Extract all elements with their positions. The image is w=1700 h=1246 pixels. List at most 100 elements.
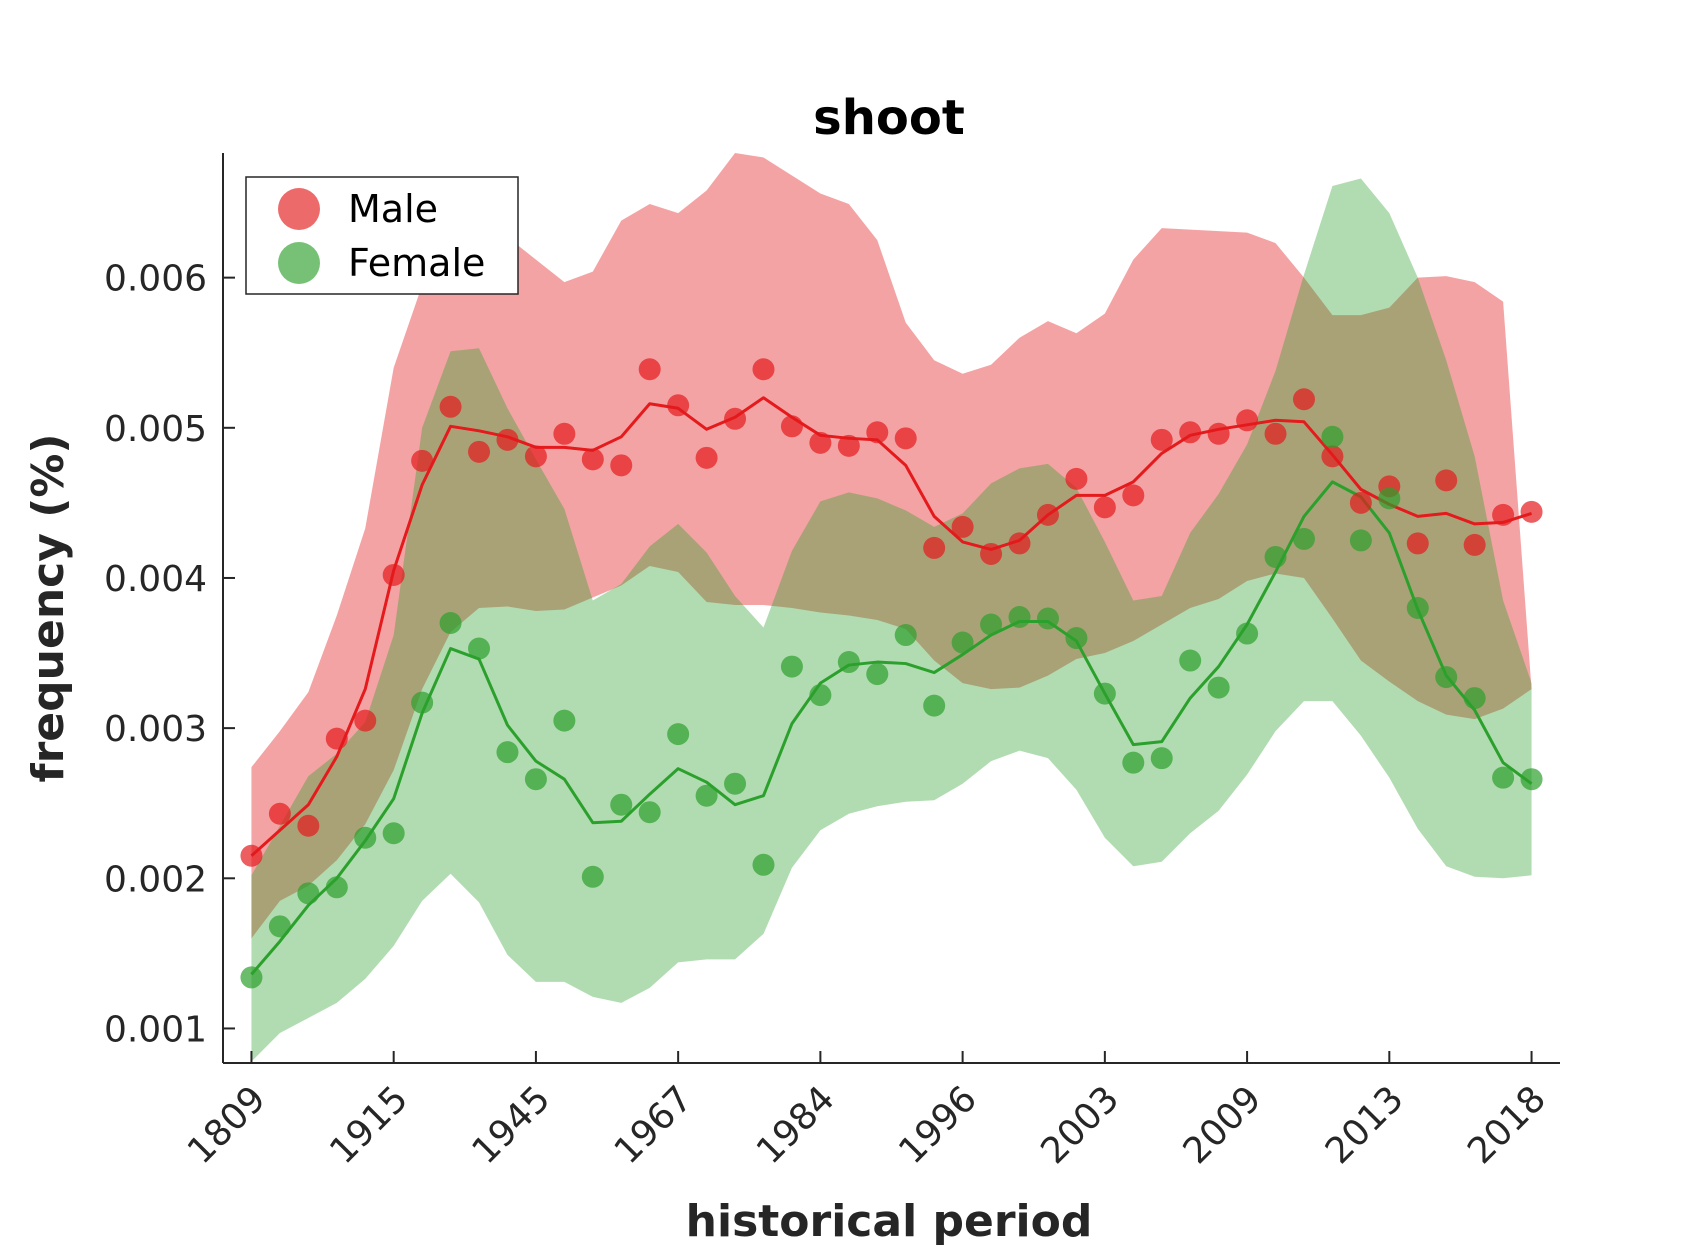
data-point-female: [524, 768, 547, 791]
data-point-female: [1179, 649, 1202, 672]
data-point-male: [1236, 409, 1259, 432]
data-point-male: [780, 415, 803, 438]
data-point-female: [923, 694, 946, 717]
data-point-male: [1207, 422, 1230, 445]
x-axis-ticks: 1809 1915 1945 1967 1984 1996 2003 2009 2013 2018: [180, 1051, 1554, 1172]
data-point-female: [1008, 606, 1031, 629]
data-point-female: [325, 876, 348, 899]
x-tick-label: 2018: [1460, 1078, 1554, 1172]
data-point-female: [610, 793, 633, 816]
data-point-female: [980, 613, 1003, 636]
data-point-male: [866, 421, 889, 444]
y-axis-title: frequency (%): [23, 433, 74, 782]
data-point-male: [524, 445, 547, 468]
data-point-female: [1264, 545, 1287, 568]
data-point-male: [439, 395, 462, 418]
data-point-female: [951, 631, 974, 654]
y-tick-label: 0.002: [104, 859, 207, 900]
data-point-female: [439, 612, 462, 635]
y-axis-ticks: 0.001 0.002 0.003 0.004 0.005 0.006: [104, 259, 235, 1050]
data-point-male: [809, 431, 832, 454]
data-point-male: [1036, 503, 1059, 526]
data-point-female: [638, 801, 661, 824]
data-point-female: [1520, 768, 1543, 791]
data-point-female: [553, 709, 576, 732]
data-point-female: [866, 663, 889, 686]
data-point-male: [752, 358, 775, 381]
data-point-female: [1435, 666, 1458, 689]
data-point-female: [240, 966, 263, 989]
data-point-male: [724, 407, 747, 430]
data-point-female: [1349, 529, 1372, 552]
data-point-male: [667, 394, 690, 417]
y-tick-label: 0.001: [104, 1009, 207, 1050]
data-point-male: [894, 427, 917, 450]
x-tick-label: 1809: [180, 1078, 274, 1172]
data-point-male: [980, 542, 1003, 565]
x-tick-label: 1984: [749, 1078, 843, 1172]
x-tick-label: 2013: [1318, 1078, 1412, 1172]
data-point-male: [695, 446, 718, 469]
data-point-female: [1292, 527, 1315, 550]
data-point-female: [1036, 607, 1059, 630]
data-point-female: [1406, 597, 1429, 619]
data-point-female: [894, 624, 917, 647]
data-point-male: [325, 727, 348, 750]
trend-lines: [250, 396, 1533, 976]
data-point-male: [1321, 445, 1344, 468]
axes: [222, 153, 1560, 1064]
y-tick-label: 0.003: [104, 709, 207, 750]
data-point-male: [923, 536, 946, 559]
data-point-female: [780, 655, 803, 678]
data-point-female: [1093, 682, 1116, 705]
trend-line-female: [250, 480, 1533, 976]
x-axis-title: historical period: [686, 1196, 1093, 1246]
data-point-female: [268, 915, 291, 938]
data-point-female: [1065, 627, 1088, 650]
data-point-male: [1435, 469, 1458, 492]
data-point-male: [1520, 500, 1543, 523]
data-point-male: [1292, 388, 1315, 411]
legend-label-female: Female: [348, 241, 485, 285]
data-point-male: [1122, 484, 1145, 507]
data-point-female: [1463, 687, 1486, 710]
y-tick-label: 0.004: [104, 559, 207, 600]
data-point-male: [411, 449, 434, 472]
data-point-male: [268, 802, 291, 825]
data-point-female: [496, 741, 519, 764]
data-point-female: [411, 691, 434, 714]
data-point-female: [354, 826, 377, 849]
data-point-female: [1122, 751, 1145, 774]
data-point-female: [1150, 747, 1173, 770]
data-point-male: [1179, 421, 1202, 444]
band-female: [251, 178, 1532, 1062]
data-point-male: [951, 515, 974, 538]
chart-title: shoot: [813, 90, 965, 146]
x-tick-label: 1945: [464, 1078, 558, 1172]
x-tick-label: 2003: [1033, 1078, 1127, 1172]
data-point-female: [297, 882, 320, 905]
data-point-male: [468, 440, 491, 463]
data-point-male: [354, 709, 377, 732]
data-point-female: [468, 637, 491, 660]
data-point-male: [1406, 532, 1429, 555]
band-male: [251, 153, 1532, 939]
data-point-female: [1378, 487, 1401, 510]
data-point-male: [1349, 491, 1372, 514]
data-point-male: [1008, 532, 1031, 555]
trend-line-male: [250, 396, 1533, 857]
data-point-female: [1321, 425, 1344, 448]
legend-marker-male: [278, 188, 320, 230]
data-point-male: [837, 434, 860, 457]
data-point-male: [610, 454, 633, 477]
data-point-female: [667, 723, 690, 746]
data-point-female: [1492, 766, 1515, 789]
data-point-male: [297, 814, 320, 837]
data-point-female: [809, 684, 832, 707]
y-tick-label: 0.006: [104, 259, 207, 300]
y-tick-label: 0.005: [104, 409, 207, 450]
x-tick-label: 1915: [322, 1078, 416, 1172]
data-point-male: [1463, 533, 1486, 556]
x-tick-label: 1967: [607, 1078, 701, 1172]
